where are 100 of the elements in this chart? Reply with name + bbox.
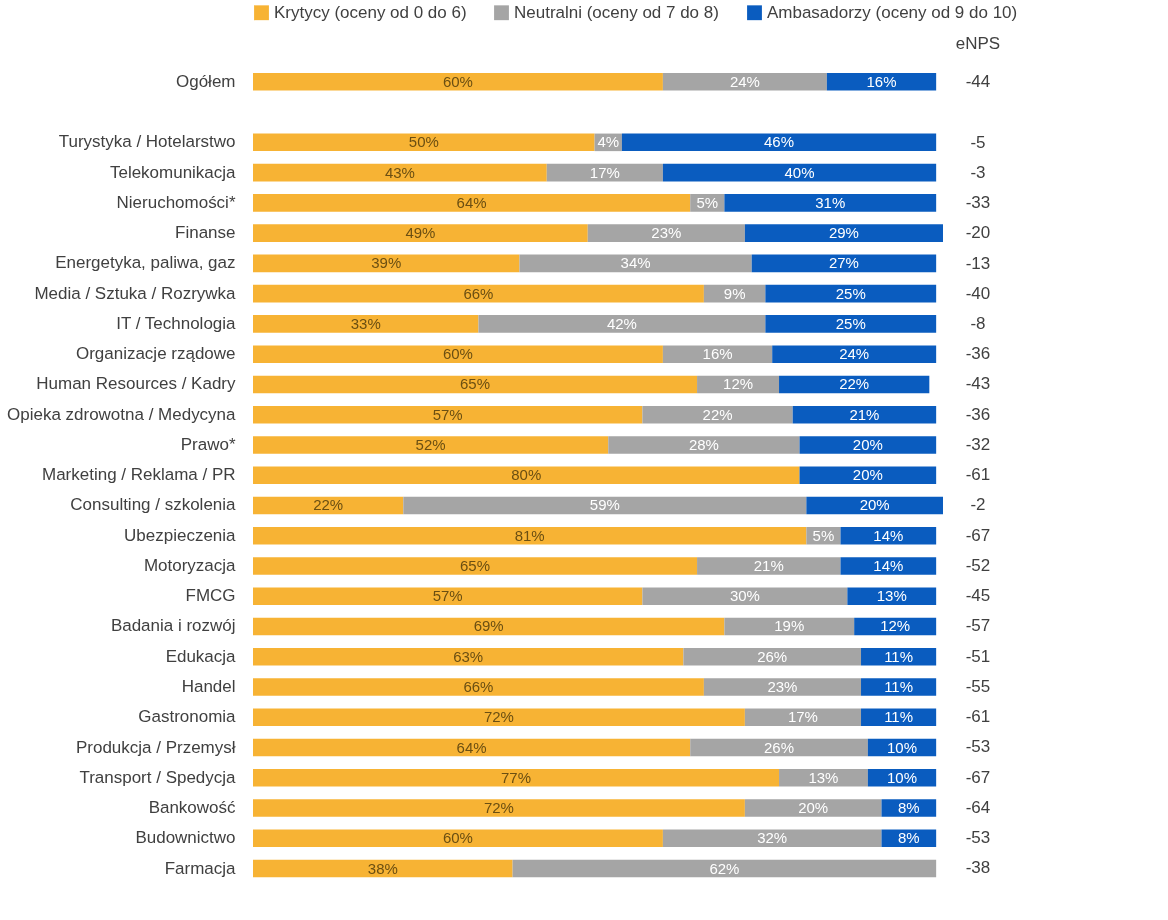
y-tick-label: Badania i rozwój (110, 616, 236, 636)
data-label: 65% (460, 556, 491, 574)
data-label: 60% (442, 829, 473, 847)
y-tick-label: Opieka zdrowotna / Medycyna (7, 404, 237, 424)
bar (253, 315, 479, 333)
data-label: 20% (852, 466, 883, 484)
data-label: 26% (764, 738, 795, 756)
y-tick-label: Gastronomia (138, 707, 237, 727)
bar (799, 466, 937, 484)
y-tick-label: IT / Technologia (116, 313, 237, 333)
y-tick-label: Marketing / Reklama / PR (42, 465, 236, 485)
bar (792, 405, 937, 424)
bar (253, 133, 595, 152)
data-label: 13% (876, 587, 907, 605)
bar (546, 163, 663, 182)
bar (253, 557, 698, 575)
data-label: 39% (371, 254, 402, 272)
y-tick-label: Motoryzacja (143, 555, 237, 575)
data-label: 65% (460, 375, 491, 393)
text: -33 (965, 193, 991, 213)
data-label: 64% (456, 193, 487, 211)
data-label: 9% (723, 284, 746, 302)
data-label: 49% (405, 224, 436, 242)
bar (744, 708, 862, 727)
bar (253, 829, 663, 848)
data-label: 42% (606, 314, 637, 332)
bar (772, 345, 937, 363)
data-label: 22% (839, 375, 870, 393)
bar (744, 224, 943, 242)
data-label: 12% (880, 617, 911, 635)
text: -61 (965, 707, 991, 727)
text: -64 (965, 797, 991, 817)
data-label: 11% (884, 678, 914, 696)
bar (253, 617, 725, 636)
data-label: 59% (589, 496, 620, 514)
bar (253, 254, 520, 273)
text: -53 (965, 737, 991, 757)
data-label: 28% (688, 435, 719, 453)
y-tick-label: Turystyka / Hotelarstwo (58, 132, 236, 152)
y-tick-label: Ubezpieczenia (124, 525, 237, 545)
data-label: 12% (723, 375, 754, 393)
text: -38 (965, 858, 991, 878)
data-label: 20% (859, 496, 890, 514)
data-label: 29% (828, 224, 859, 242)
bar (621, 133, 937, 152)
bar (253, 859, 513, 878)
bar (253, 647, 684, 666)
bar (253, 436, 609, 454)
text: -20 (965, 223, 991, 243)
bar (779, 769, 868, 787)
y-tick-label: Consulting / szkolenia (70, 495, 237, 515)
data-label: 40% (784, 163, 815, 181)
bar (253, 163, 547, 182)
data-label: 5% (812, 526, 835, 544)
data-label: 80% (511, 466, 542, 484)
text: -43 (965, 374, 991, 394)
data-label: 77% (501, 768, 532, 786)
y-tick-label: Farmacja (164, 858, 237, 878)
data-label: 19% (774, 617, 805, 635)
bar (512, 859, 937, 878)
data-label: 17% (589, 163, 620, 181)
y-tick-label: Nieruchomości* (116, 192, 236, 212)
bar (703, 678, 862, 696)
y-tick-label: Edukacja (165, 646, 237, 666)
bar (253, 708, 745, 727)
text: -45 (965, 586, 991, 606)
legend-label: Krytycy (oceny od 0 do 6) (274, 2, 467, 22)
data-label: 62% (709, 859, 740, 877)
data-label: 24% (729, 72, 760, 90)
data-label: 16% (702, 345, 733, 363)
bar (751, 254, 937, 273)
bar (861, 647, 937, 666)
bar (253, 284, 704, 303)
text: -57 (965, 616, 991, 636)
data-label: 60% (442, 72, 473, 90)
bar (744, 799, 882, 817)
y-tick-label: Budownictwo (135, 828, 236, 848)
y-tick-label: Transport / Spedycja (79, 767, 237, 787)
data-label: 72% (483, 799, 514, 817)
data-label: 4% (597, 133, 620, 151)
data-label: 52% (415, 435, 446, 453)
data-label: 24% (839, 345, 870, 363)
data-label: 8% (898, 829, 920, 847)
data-label: 27% (828, 254, 859, 272)
data-label: 38% (367, 859, 398, 877)
bar (724, 194, 937, 212)
bar (642, 405, 793, 424)
data-label: 14% (873, 556, 904, 574)
text: -32 (965, 434, 991, 454)
data-label: 64% (456, 738, 487, 756)
text: -5 (970, 132, 986, 152)
data-label: 5% (696, 193, 719, 211)
data-label: 22% (313, 496, 344, 514)
bar (253, 496, 404, 515)
bar (253, 73, 663, 91)
data-label: 33% (350, 314, 381, 332)
y-tick-label: Produkcja / Przemysł (75, 737, 236, 757)
text: -44 (965, 72, 991, 92)
data-label: 50% (408, 133, 439, 151)
data-label: 66% (463, 284, 494, 302)
